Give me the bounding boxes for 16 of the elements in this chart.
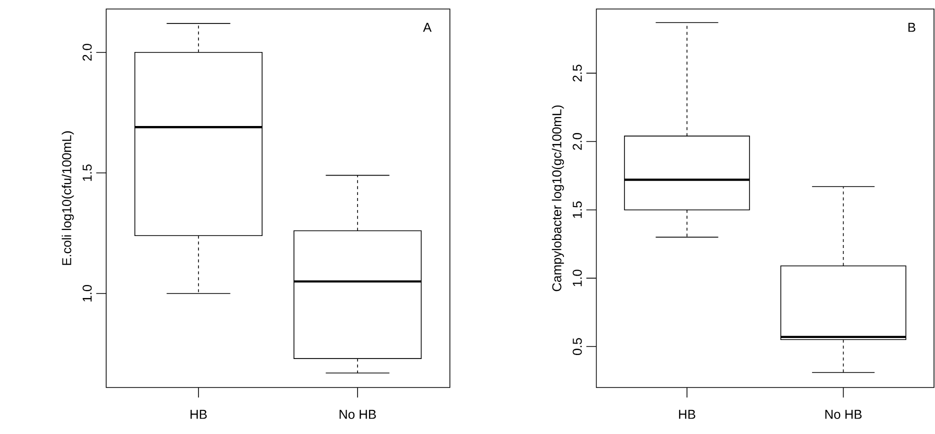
annotation: A	[423, 22, 432, 32]
y-tick-label: 1.5	[82, 164, 92, 181]
x-tick-label: No HB	[340, 410, 376, 419]
y-tick-label: 2.0	[82, 44, 92, 61]
annotation: B	[908, 22, 916, 32]
y-tick-label: 1.0	[82, 284, 92, 302]
y-tick-label: 2.5	[572, 64, 582, 82]
y-axis-title: E.coli log10(cfu/100mL)	[62, 131, 74, 265]
x-tick-label: No HB	[825, 410, 862, 419]
y-axis-title: Campylobacter log10(gc/100mL)	[552, 105, 564, 291]
y-tick-label: 0.5	[572, 338, 582, 355]
y-tick-label: 1.0	[572, 270, 582, 286]
x-tick-label: HB	[679, 410, 696, 419]
y-tick-label: 1.5	[572, 201, 582, 218]
y-tick-label: 2.0	[572, 132, 582, 150]
x-tick-label: HB	[190, 410, 207, 419]
